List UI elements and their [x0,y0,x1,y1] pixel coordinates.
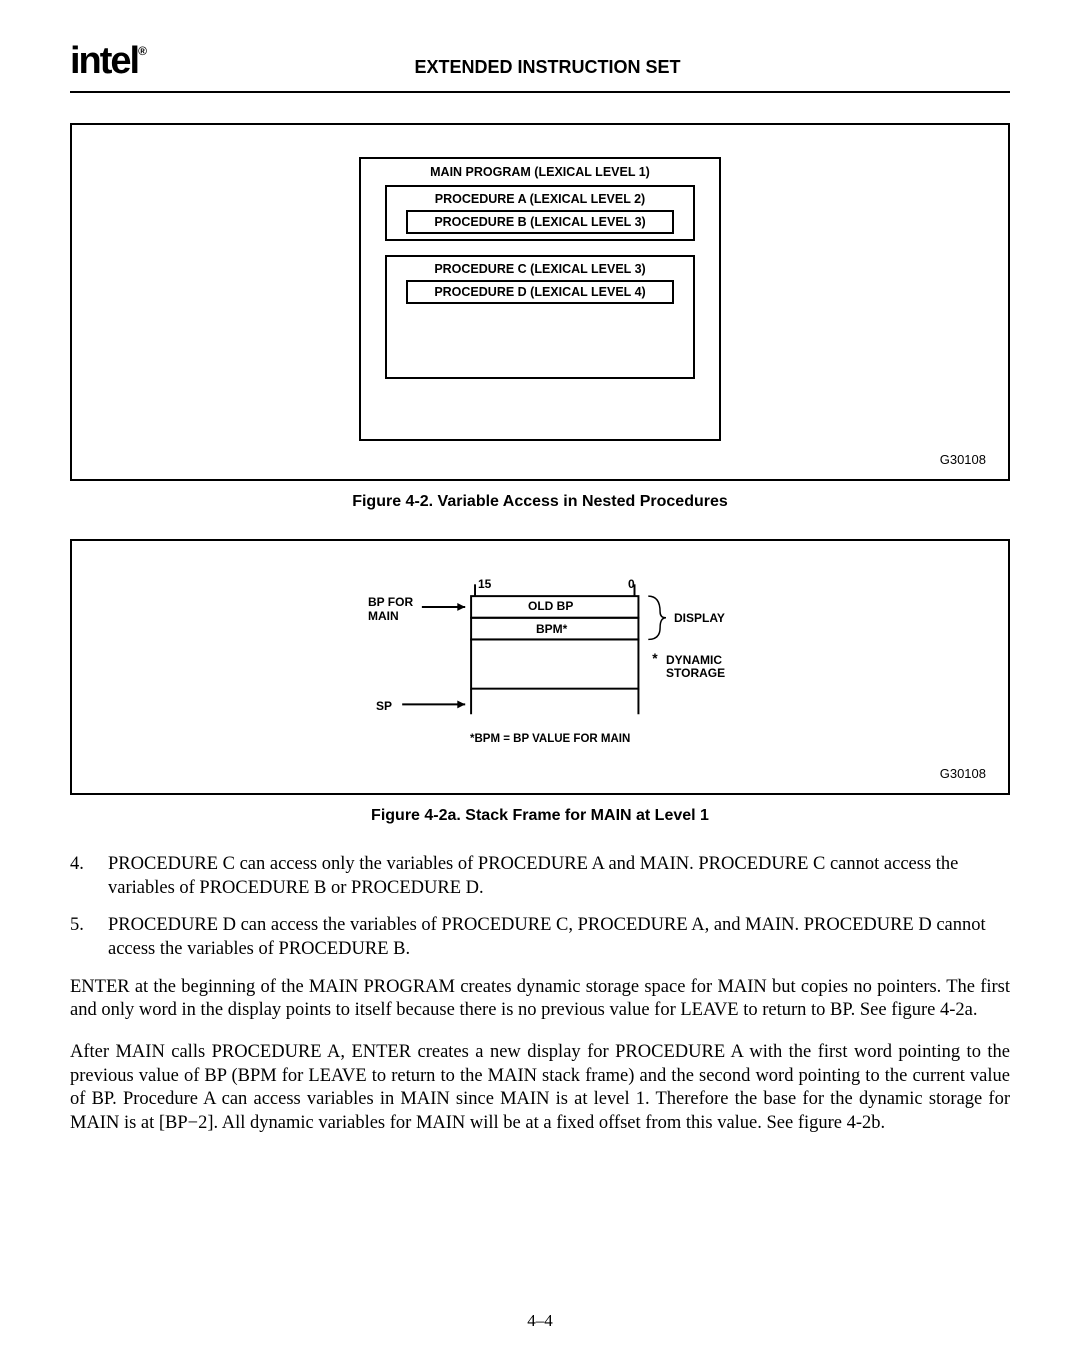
list-num-5: 5. [70,914,108,961]
list-text-5: PROCEDURE D can access the variables of … [108,914,1010,961]
logo-trademark: ® [138,44,145,58]
figure-4-2-ref: G30108 [940,452,986,467]
bpm-label: BPM* [536,622,567,636]
figure-4-2-caption: Figure 4-2. Variable Access in Nested Pr… [70,493,1010,511]
dynamic-label: DYNAMIC [666,653,722,667]
main-program-box: MAIN PROGRAM (LEXICAL LEVEL 1) PROCEDURE… [359,157,721,441]
procedure-c-label: PROCEDURE C (LEXICAL LEVEL 3) [392,262,688,276]
sp-label: SP [376,699,392,713]
procedure-b-box: PROCEDURE B (LEXICAL LEVEL 3) [406,210,674,234]
bp-for-label: BP FOR [368,595,413,609]
page-number: 4–4 [0,1311,1080,1331]
paragraph-after-main: After MAIN calls PROCEDURE A, ENTER crea… [70,1041,1010,1136]
header-rule [70,91,1010,93]
list-text-4: PROCEDURE C can access only the variable… [108,853,1010,900]
list-num-4: 4. [70,853,108,900]
nested-diagram: MAIN PROGRAM (LEXICAL LEVEL 1) PROCEDURE… [359,157,721,441]
storage-label: STORAGE [666,666,725,680]
procedure-c-box: PROCEDURE C (LEXICAL LEVEL 3) PROCEDURE … [385,255,695,379]
bit-15-label: 15 [478,577,491,591]
figure-4-2-frame: MAIN PROGRAM (LEXICAL LEVEL 1) PROCEDURE… [70,123,1010,481]
paragraph-enter: ENTER at the beginning of the MAIN PROGR… [70,976,1010,1023]
numbered-list: 4. PROCEDURE C can access only the varia… [70,853,1010,962]
logo-text: intel [70,40,138,82]
procedure-a-label: PROCEDURE A (LEXICAL LEVEL 2) [392,192,688,206]
list-item-5: 5. PROCEDURE D can access the variables … [70,914,1010,961]
svg-text:*: * [652,651,658,666]
figure-4-2a-frame: * 15 0 BP FOR MAIN SP OLD BP BPM* DISPLA… [70,539,1010,795]
main-program-label: MAIN PROGRAM (LEXICAL LEVEL 1) [367,165,713,179]
list-item-4: 4. PROCEDURE C can access only the varia… [70,853,1010,900]
main-label: MAIN [368,609,399,623]
bpm-footnote: *BPM = BP VALUE FOR MAIN [470,733,630,745]
old-bp-label: OLD BP [528,599,573,613]
chapter-title: EXTENDED INSTRUCTION SET [145,57,1010,78]
figure-4-2a-ref: G30108 [940,766,986,781]
bit-0-label: 0 [628,577,635,591]
procedure-d-box: PROCEDURE D (LEXICAL LEVEL 4) [406,280,674,304]
display-label: DISPLAY [674,611,725,625]
intel-logo: intel® [70,40,145,83]
stack-frame-diagram: * 15 0 BP FOR MAIN SP OLD BP BPM* DISPLA… [72,541,1008,793]
procedure-a-box: PROCEDURE A (LEXICAL LEVEL 2) PROCEDURE … [385,185,695,241]
page-header: intel® EXTENDED INSTRUCTION SET [70,40,1010,83]
figure-4-2a-caption: Figure 4-2a. Stack Frame for MAIN at Lev… [70,807,1010,825]
